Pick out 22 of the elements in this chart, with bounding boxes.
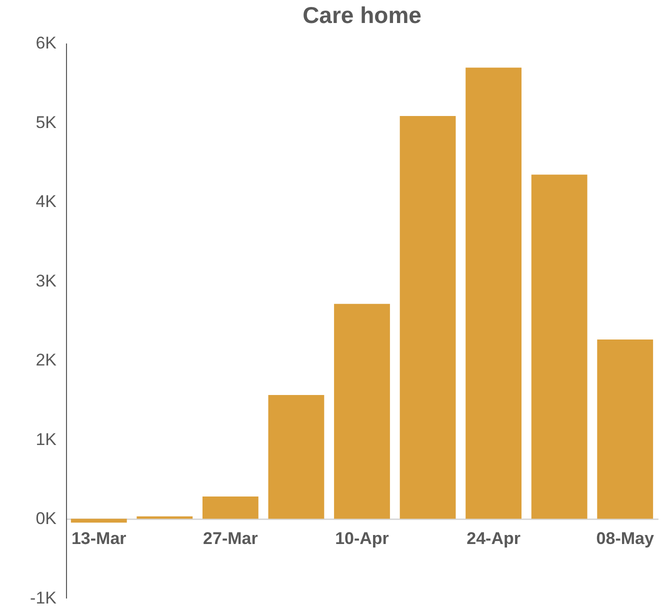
y-tick-label: 4K <box>36 192 58 212</box>
bar <box>400 116 456 519</box>
bar <box>531 174 588 519</box>
y-tick-label: 5K <box>36 112 58 132</box>
x-tick-label: 08-May <box>596 529 654 548</box>
bar <box>202 496 258 519</box>
x-tick-label: 13-Mar <box>71 529 127 548</box>
y-tick-label: -1K <box>30 588 58 608</box>
x-tick-label: 27-Mar <box>203 529 258 548</box>
y-tick-label: 2K <box>36 350 58 370</box>
bar <box>268 395 324 519</box>
bar <box>466 68 522 519</box>
chart-title: Care home <box>302 2 422 28</box>
y-tick-label: 6K <box>36 34 58 52</box>
bar <box>597 340 654 519</box>
x-tick-label: 24-Apr <box>466 529 521 548</box>
x-tick-label: 10-Apr <box>335 529 390 548</box>
bar <box>334 304 390 519</box>
bar <box>70 518 127 523</box>
y-tick-label: 3K <box>36 271 58 290</box>
y-tick-label: 0K <box>36 509 58 528</box>
y-tick-label: 1K <box>36 430 58 449</box>
